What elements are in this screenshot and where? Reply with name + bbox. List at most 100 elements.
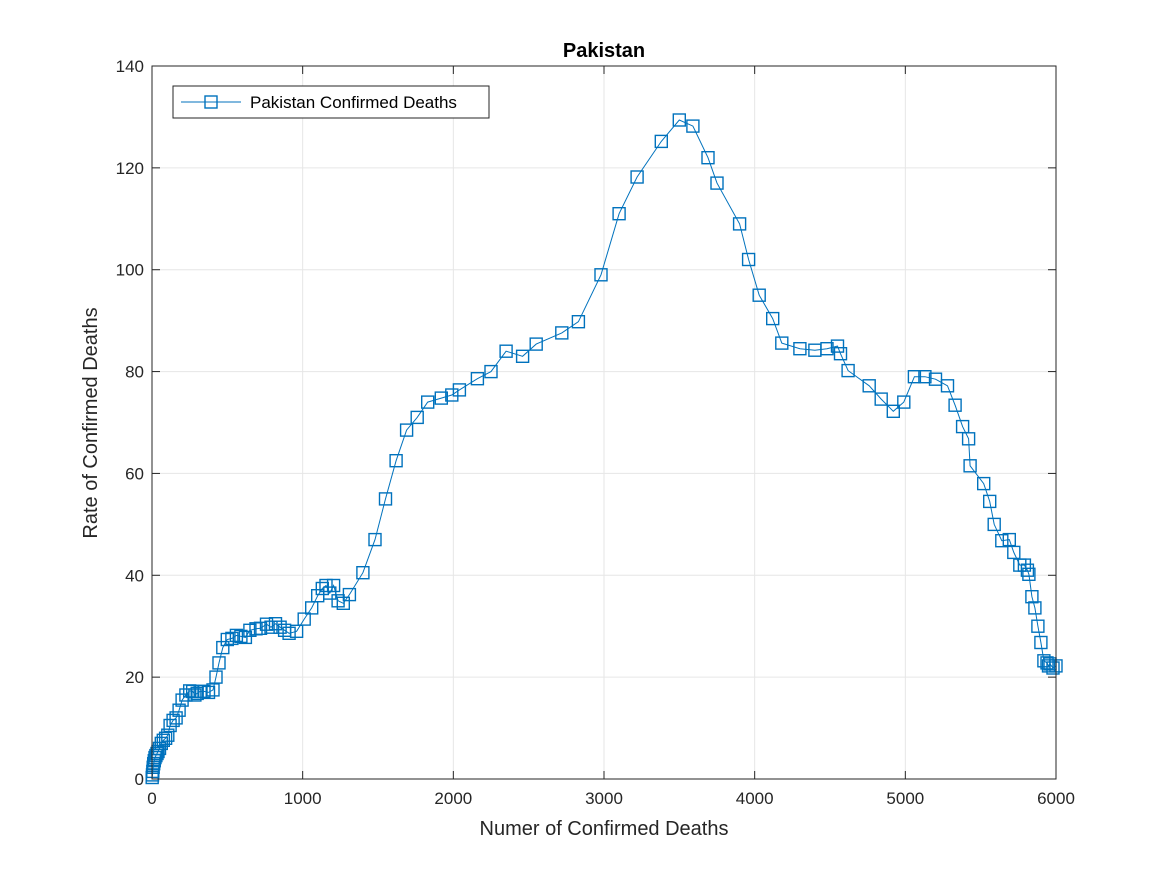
data-point (445, 388, 459, 402)
data-point (484, 364, 498, 379)
data-point (326, 578, 341, 593)
data-point (1031, 619, 1045, 633)
data-point (672, 113, 686, 127)
x-tick-label: 1000 (284, 789, 322, 808)
data-point (793, 342, 807, 356)
data-point (319, 578, 333, 593)
data-point (421, 395, 435, 409)
data-point (732, 217, 747, 231)
data-point (368, 532, 382, 547)
data-point (841, 363, 855, 378)
data-point (229, 628, 244, 643)
data-point (948, 398, 962, 412)
data-point (212, 656, 226, 670)
data-point (342, 587, 357, 602)
data-point (701, 150, 715, 165)
data-point (907, 370, 922, 384)
data-point (289, 624, 304, 638)
data-point (940, 379, 955, 393)
data-point (987, 517, 1001, 532)
data-point (410, 410, 424, 425)
data-point (206, 683, 220, 697)
data-point (1020, 563, 1035, 577)
grid (151, 65, 1057, 780)
data-point (452, 383, 467, 397)
data-point (830, 339, 845, 353)
data-point (995, 534, 1009, 548)
legend: Pakistan Confirmed Deaths (172, 85, 490, 119)
data-point (862, 379, 876, 393)
data-point (1041, 659, 1056, 673)
series-layer (145, 113, 1063, 785)
data-point (741, 252, 756, 267)
legend-marker-sample (204, 95, 218, 109)
y-tick-label: 60 (125, 464, 144, 483)
data-point (1022, 567, 1036, 581)
y-tick-label: 20 (125, 668, 144, 687)
data-point (259, 617, 274, 631)
data-point (820, 342, 834, 356)
data-point (918, 370, 932, 384)
data-point (156, 733, 171, 747)
data-point (983, 494, 997, 509)
data-point (238, 630, 253, 645)
data-point (220, 632, 235, 647)
data-point (515, 349, 530, 363)
x-tick-label: 2000 (434, 789, 472, 808)
data-point (555, 326, 569, 340)
data-point (470, 372, 485, 386)
data-point (209, 670, 223, 684)
data-point (571, 315, 586, 329)
y-tick-label: 100 (116, 261, 144, 280)
data-point (225, 631, 239, 646)
data-point (389, 454, 403, 468)
data-point (710, 176, 724, 190)
data-point (686, 119, 700, 133)
data-point (630, 170, 644, 184)
x-tick-label: 5000 (886, 789, 924, 808)
data-point (150, 746, 164, 761)
data-point (833, 347, 848, 361)
data-point (356, 566, 370, 580)
x-tick-label: 6000 (1037, 789, 1075, 808)
data-point (158, 731, 173, 745)
data-point (197, 684, 211, 699)
data-point (169, 711, 183, 725)
ticks: 0 1000 2000 3000 4000 5000 6000 0 20 40 60 80 100 120… (116, 57, 1075, 808)
y-tick-label: 40 (125, 566, 144, 585)
y-tick-label: 0 (135, 770, 144, 789)
data-point (1028, 601, 1042, 615)
y-tick-label: 120 (116, 159, 144, 178)
data-point (752, 288, 766, 302)
data-point (612, 206, 626, 221)
data-point (297, 612, 311, 626)
data-point (216, 640, 230, 655)
data-point (378, 492, 393, 506)
data-point (175, 693, 189, 707)
x-tick-label: 4000 (736, 789, 774, 808)
data-point (1002, 532, 1016, 547)
data-point (529, 337, 543, 351)
data-point (1017, 558, 1032, 572)
data-point (499, 344, 513, 358)
data-point (594, 268, 608, 282)
marker-layer (145, 113, 1063, 785)
data-point (201, 685, 216, 700)
data-point (654, 134, 668, 149)
data-point (1046, 661, 1060, 675)
y-tick-label: 140 (116, 57, 144, 76)
data-point (886, 404, 900, 418)
data-point (874, 392, 888, 406)
data-point (264, 620, 278, 634)
data-point (1025, 590, 1039, 604)
legend-entry-label: Pakistan Confirmed Deaths (250, 93, 457, 112)
data-point (766, 311, 780, 326)
x-tick-label: 0 (147, 789, 156, 808)
data-point (775, 336, 789, 350)
data-point (963, 459, 977, 473)
data-point (1034, 635, 1048, 650)
data-point (172, 703, 186, 717)
x-axis-title: Numer of Confirmed Deaths (480, 818, 729, 840)
